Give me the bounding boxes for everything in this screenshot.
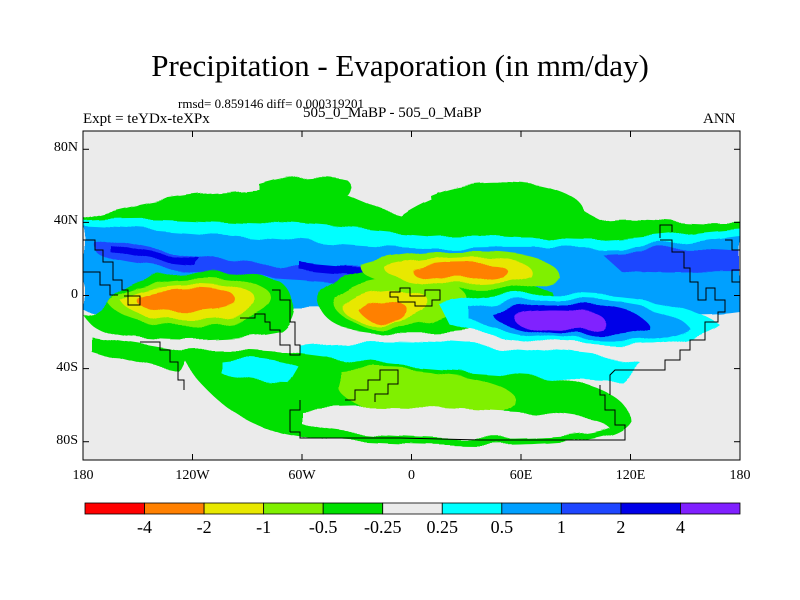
colorbar-swatch — [203, 502, 265, 515]
x-tick-label: 60E — [509, 468, 533, 483]
colorbar-swatch — [501, 502, 562, 515]
colorbar-label: -0.25 — [363, 517, 402, 537]
x-tick-label: 180 — [72, 468, 94, 483]
colorbar-label: -2 — [196, 517, 212, 537]
experiment-label: Expt = teYDx-teXPx — [83, 111, 210, 127]
coast-asia-east — [659, 224, 740, 283]
y-tick-label: 40N — [53, 213, 78, 229]
colorbar-swatch — [620, 502, 681, 515]
stats-label: rmsd= 0.859146 diff= 0.000319201 — [178, 96, 364, 111]
colorbar-swatch — [680, 502, 741, 515]
colorbar-label: 0.5 — [490, 517, 514, 537]
x-tick-label: 120E — [615, 468, 646, 483]
nh-high-lat-green — [430, 182, 586, 224]
x-tick-label: 60W — [288, 468, 316, 483]
nh-darkest-blue-streak — [110, 245, 200, 266]
colorbar-swatch — [263, 502, 324, 515]
colorbar-label: -1 — [256, 517, 272, 537]
colorbar-swatch — [84, 502, 145, 515]
colorbar-label: 1 — [556, 517, 566, 537]
x-tick-label: 180 — [729, 468, 751, 483]
colorbar-swatch — [382, 502, 443, 515]
nh-west-high-green — [260, 175, 350, 206]
eurasia-orange — [411, 262, 507, 280]
y-tick-label: 80N — [53, 140, 78, 156]
nh-dark-blue-east — [600, 249, 740, 273]
sh-cyan — [300, 340, 640, 380]
colorbar-swatch — [560, 502, 622, 515]
colorbar-label: 0.25 — [426, 517, 459, 537]
coast-antarctica-west — [345, 369, 399, 402]
coast-africa — [389, 287, 441, 307]
sh-cyan-west — [220, 358, 300, 385]
colorbar-swatch — [441, 502, 503, 515]
colorbar-label: -4 — [137, 517, 153, 537]
coastlines — [83, 224, 740, 441]
y-tick-label: 40S — [56, 359, 78, 375]
atlantic-orange — [358, 300, 407, 322]
coast-antarctica — [289, 385, 626, 441]
coast-south-america-south — [140, 341, 185, 390]
chart-title: Precipitation - Evaporation (in mm/day) — [151, 48, 649, 83]
case-label: 505_0_MaBP - 505_0_MaBP — [303, 105, 482, 121]
sh-light-green — [340, 368, 516, 419]
colorbar — [84, 502, 741, 515]
colorbar-label: -0.5 — [308, 517, 338, 537]
colorbar-swatch — [322, 502, 384, 515]
east-pacific-orange — [134, 287, 237, 312]
x-tick-label: 0 — [408, 468, 415, 483]
coast-americas — [83, 239, 301, 356]
colorbar-swatch — [144, 502, 205, 515]
y-tick-label: 0 — [71, 286, 78, 302]
sh-inner-gray — [300, 407, 610, 439]
colorbar-label: 2 — [616, 517, 626, 537]
coast-asia — [609, 239, 726, 395]
y-tick-marks — [83, 148, 740, 443]
x-tick-marks — [82, 131, 741, 460]
colorbar-label: 4 — [675, 517, 685, 537]
sh-west-green — [90, 335, 190, 372]
y-tick-label: 80S — [56, 432, 78, 448]
coast-west-edge — [83, 271, 118, 296]
indian-ocean-purple — [513, 310, 606, 332]
season-label: ANN — [703, 111, 736, 127]
x-tick-label: 120W — [175, 468, 210, 483]
